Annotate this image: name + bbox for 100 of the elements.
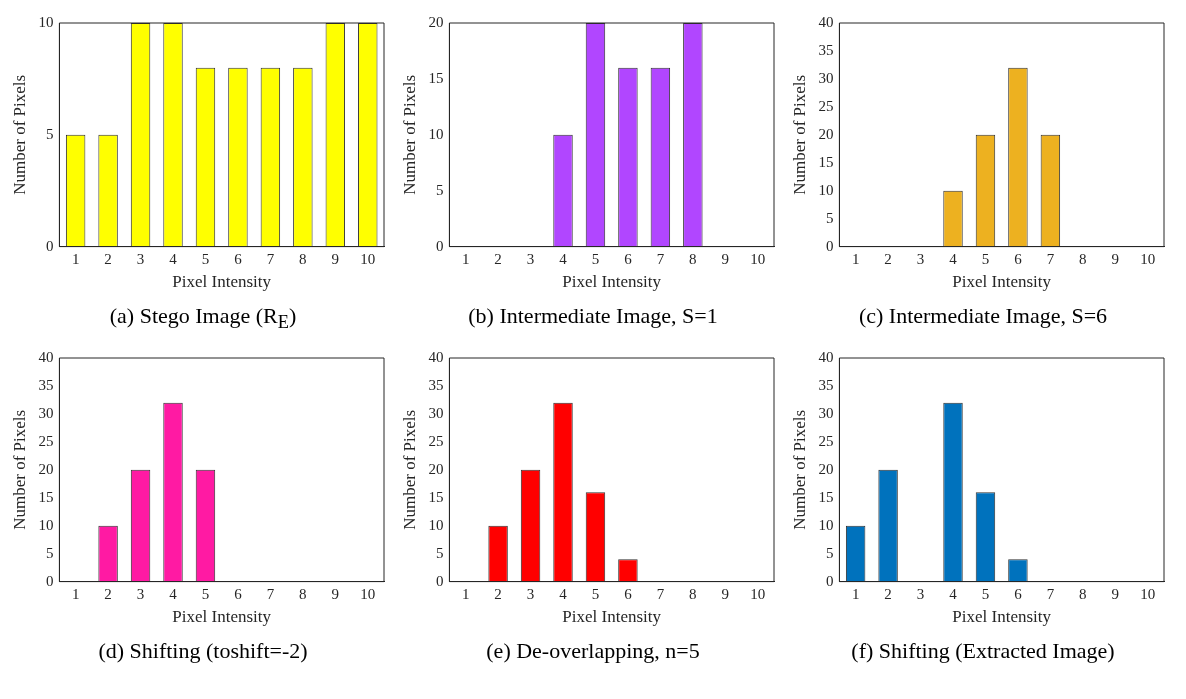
x-tick-label: 6 — [624, 250, 633, 267]
x-tick-label: 5 — [591, 250, 600, 267]
x-tick-label: 4 — [949, 585, 958, 602]
y-axis-title: Number of Pixels — [399, 409, 419, 530]
text: (b) Intermediate Image, S=1 — [468, 303, 718, 330]
x-axis-title: Pixel Intensity — [952, 607, 1052, 627]
x-tick-label: 10 — [360, 250, 376, 267]
y-tick-label: 40 — [428, 348, 444, 365]
x-tick-label: 7 — [1046, 585, 1055, 602]
y-tick-label: 20 — [818, 460, 834, 477]
x-tick-label: 1 — [71, 585, 80, 602]
x-tick-label: 6 — [234, 250, 243, 267]
y-tick-label: 5 — [435, 544, 444, 561]
y-tick-label: 10 — [818, 516, 834, 533]
y-tick-label: 20 — [818, 125, 834, 142]
y-tick-label: 10 — [38, 516, 54, 533]
x-tick-label: 4 — [559, 585, 568, 602]
x-tick-label: 7 — [656, 250, 665, 267]
x-tick-label: 9 — [331, 250, 340, 267]
x-tick-label: 1 — [71, 250, 80, 267]
y-tick-label: 0 — [45, 572, 54, 589]
y-axis-title: Number of Pixels — [9, 74, 29, 195]
x-axis-title: Pixel Intensity — [562, 272, 662, 292]
y-tick-label: 5 — [825, 544, 834, 561]
x-tick-label: 6 — [624, 585, 633, 602]
x-tick-label: 8 — [299, 585, 307, 602]
x-tick-label: 5 — [591, 585, 600, 602]
x-axis-title: Pixel Intensity — [172, 607, 272, 627]
y-tick-label: 25 — [818, 432, 834, 449]
x-tick-label: 7 — [266, 250, 275, 267]
x-tick-label: 9 — [1111, 250, 1120, 267]
x-tick-label: 4 — [169, 250, 178, 267]
y-tick-label: 35 — [818, 376, 834, 393]
y-tick-label: 30 — [38, 404, 54, 421]
y-tick-label: 5 — [435, 181, 444, 198]
y-tick-label: 0 — [825, 572, 834, 589]
y-tick-label: 35 — [38, 376, 54, 393]
x-tick-label: 3 — [916, 585, 925, 602]
text: (f) Shifting (Extracted Image) — [851, 638, 1115, 665]
text: (a) Stego Image (R$_{E}$) — [109, 303, 297, 335]
y-tick-label: 20 — [428, 460, 444, 477]
x-tick-label: 8 — [689, 250, 697, 267]
x-tick-label: 9 — [721, 250, 730, 267]
y-tick-label: 10 — [38, 13, 54, 30]
y-tick-label: 5 — [825, 209, 834, 226]
x-tick-label: 3 — [136, 585, 145, 602]
y-tick-label: 20 — [428, 13, 444, 30]
x-tick-label: 2 — [884, 585, 892, 602]
x-tick-label: 2 — [104, 250, 112, 267]
y-tick-label: 35 — [818, 41, 834, 58]
y-tick-label: 40 — [818, 348, 834, 365]
x-tick-label: 9 — [1111, 585, 1120, 602]
x-tick-label: 6 — [1014, 250, 1023, 267]
y-tick-label: 0 — [825, 237, 834, 254]
y-tick-label: 10 — [428, 125, 444, 142]
x-tick-label: 1 — [461, 585, 470, 602]
x-tick-label: 8 — [1079, 585, 1087, 602]
x-tick-label: 4 — [559, 250, 568, 267]
x-tick-label: 10 — [750, 250, 766, 267]
text: (d) Shifting (toshift=-2) — [98, 638, 308, 665]
x-tick-label: 1 — [851, 585, 860, 602]
x-tick-label: 10 — [1140, 250, 1156, 267]
y-tick-label: 30 — [818, 69, 834, 86]
y-tick-label: 20 — [38, 460, 54, 477]
x-tick-label: 10 — [750, 585, 766, 602]
x-tick-label: 10 — [360, 585, 376, 602]
y-tick-label: 15 — [428, 69, 444, 86]
x-tick-label: 9 — [721, 585, 730, 602]
y-tick-label: 15 — [818, 153, 834, 170]
x-tick-label: 4 — [169, 585, 178, 602]
y-tick-label: 35 — [428, 376, 444, 393]
y-tick-label: 15 — [818, 488, 834, 505]
x-tick-label: 8 — [689, 585, 697, 602]
x-tick-label: 2 — [104, 585, 112, 602]
x-tick-label: 4 — [949, 250, 958, 267]
y-tick-label: 15 — [38, 488, 54, 505]
y-tick-label: 25 — [428, 432, 444, 449]
y-axis-title: Number of Pixels — [399, 74, 419, 195]
x-axis-title: Pixel Intensity — [172, 272, 272, 292]
y-axis-title: Number of Pixels — [9, 409, 29, 530]
y-tick-label: 30 — [428, 404, 444, 421]
y-tick-label: 5 — [45, 125, 54, 142]
x-tick-label: 6 — [1014, 585, 1023, 602]
x-tick-label: 6 — [234, 585, 243, 602]
x-tick-label: 2 — [494, 585, 502, 602]
x-tick-label: 7 — [656, 585, 665, 602]
y-tick-label: 0 — [45, 237, 54, 254]
y-tick-label: 10 — [818, 181, 834, 198]
x-tick-label: 7 — [266, 585, 275, 602]
y-tick-label: 5 — [45, 544, 54, 561]
y-axis-title: Number of Pixels — [789, 409, 809, 530]
y-tick-label: 25 — [818, 97, 834, 114]
y-tick-label: 0 — [435, 237, 444, 254]
y-tick-label: 15 — [428, 488, 444, 505]
x-tick-label: 5 — [201, 585, 210, 602]
x-tick-label: 3 — [136, 250, 145, 267]
x-tick-label: 3 — [916, 250, 925, 267]
x-axis-title: Pixel Intensity — [952, 272, 1052, 292]
x-tick-label: 5 — [981, 585, 990, 602]
x-tick-label: 8 — [299, 250, 307, 267]
